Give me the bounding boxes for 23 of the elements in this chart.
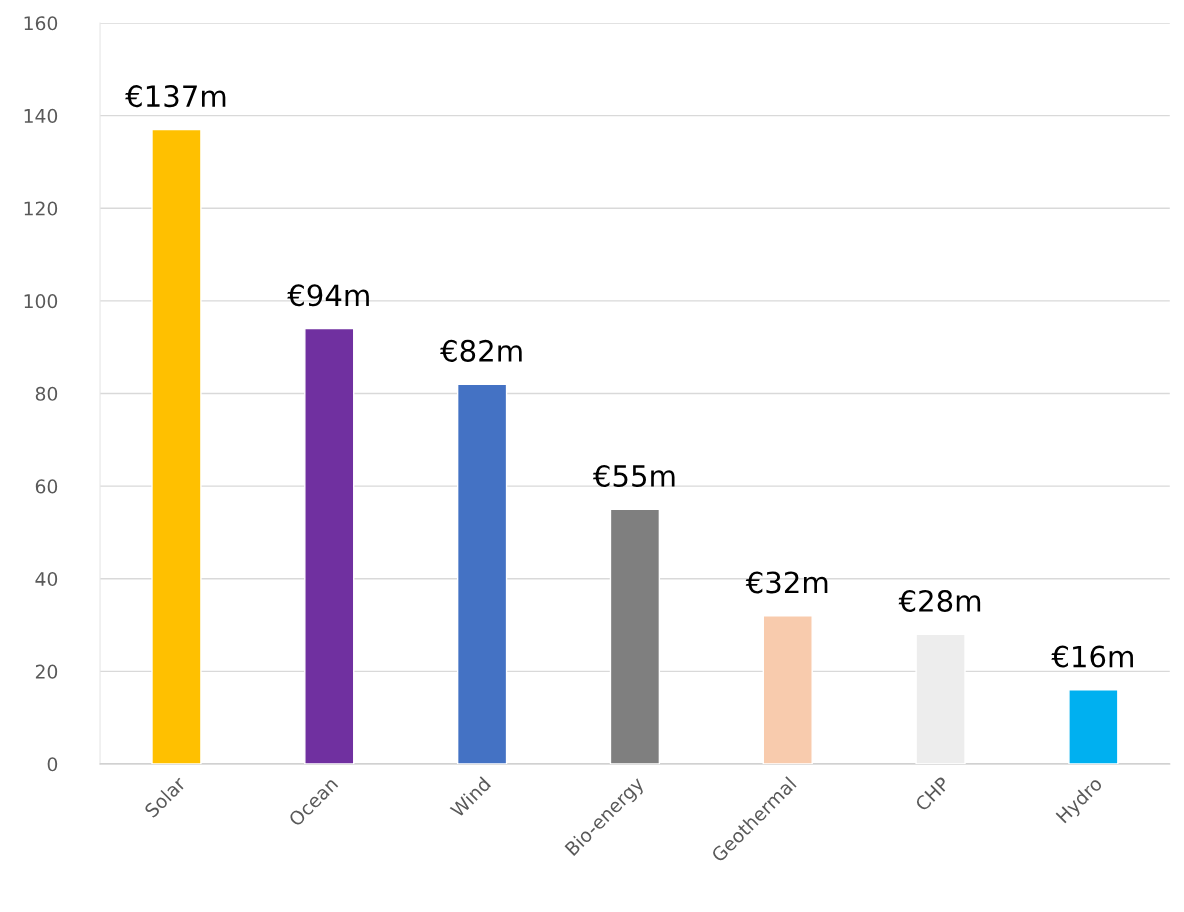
bar xyxy=(456,383,508,764)
data-label: €32m xyxy=(745,571,828,594)
y-tick-label: 60 xyxy=(35,479,58,494)
bar xyxy=(762,615,813,764)
bar xyxy=(151,128,202,764)
data-label: €16m xyxy=(1051,645,1133,668)
y-tick-label: 140 xyxy=(24,108,58,123)
y-tick-label: 120 xyxy=(24,201,58,216)
data-label: €82m xyxy=(440,339,522,362)
data-label: €55m xyxy=(592,464,675,487)
bar xyxy=(304,327,355,764)
y-tick-label: 20 xyxy=(35,664,58,679)
bar xyxy=(1068,689,1119,764)
y-tick-label: 100 xyxy=(24,294,58,309)
data-label: €137m xyxy=(125,85,226,108)
y-tick-label: 40 xyxy=(35,571,58,587)
bar xyxy=(915,633,966,764)
y-tick-label: 80 xyxy=(35,386,58,401)
data-label: €28m xyxy=(898,589,981,612)
data-label: €94m xyxy=(287,284,369,307)
bar xyxy=(609,508,661,764)
y-tick-label: 0 xyxy=(47,757,58,772)
y-tick-label: 160 xyxy=(24,16,58,31)
